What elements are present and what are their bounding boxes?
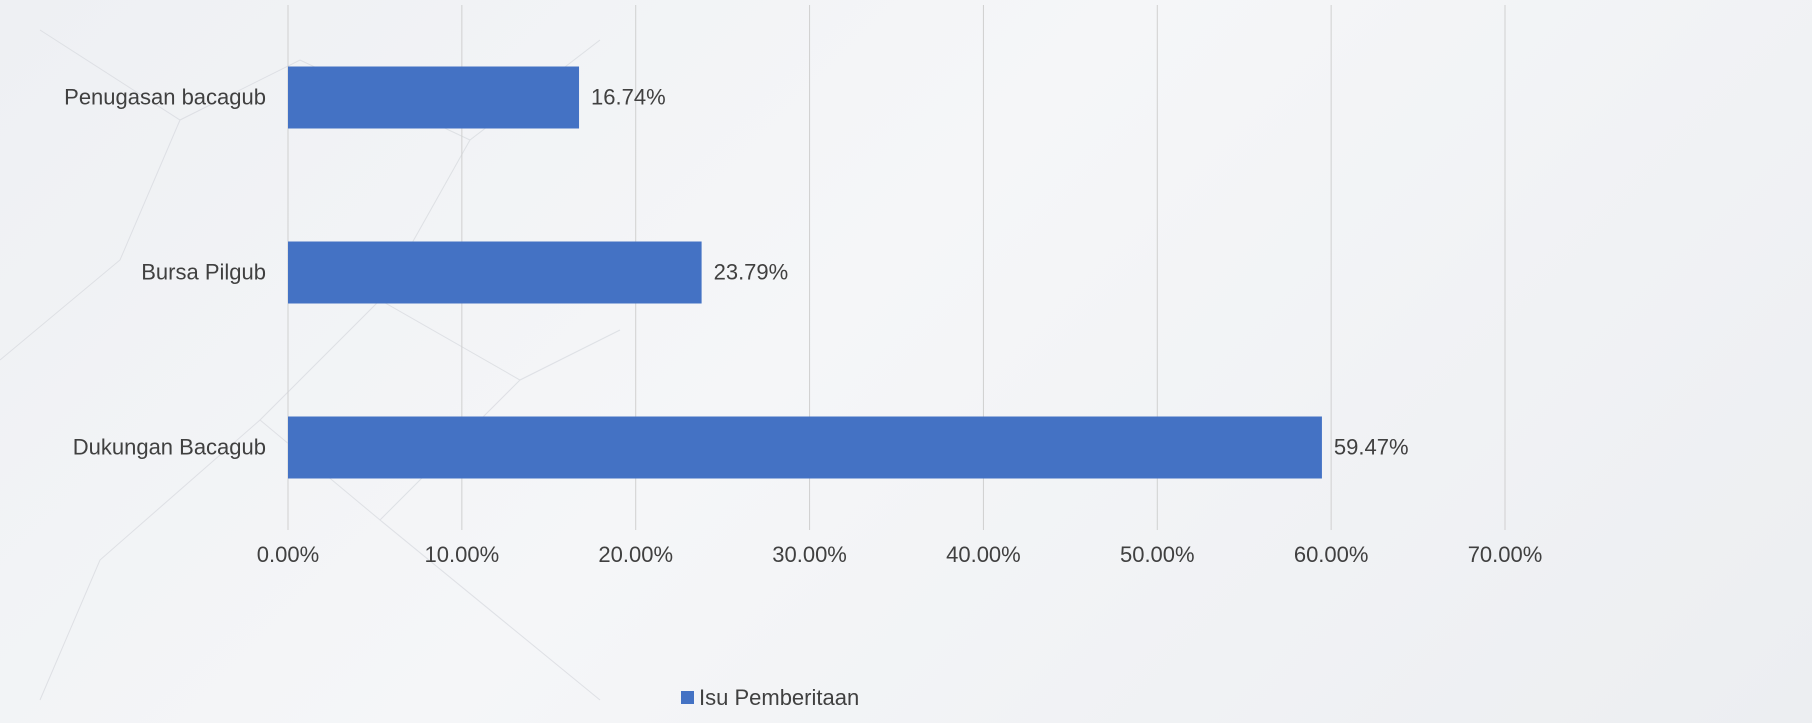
x-tick-label: 30.00% xyxy=(772,542,847,567)
legend-label: Isu Pemberitaan xyxy=(699,685,859,710)
x-tick-label: 60.00% xyxy=(1294,542,1369,567)
bar xyxy=(288,66,580,129)
legend-swatch xyxy=(681,691,694,704)
data-label: 16.74% xyxy=(591,84,666,109)
bar xyxy=(288,241,702,304)
x-tick-label: 20.00% xyxy=(598,542,673,567)
y-tick-label: Dukungan Bacagub xyxy=(73,434,266,459)
x-tick-label: 10.00% xyxy=(425,542,500,567)
data-label: 23.79% xyxy=(714,259,789,284)
y-tick-label: Penugasan bacagub xyxy=(64,84,266,109)
x-tick-label: 40.00% xyxy=(946,542,1021,567)
y-tick-label: Bursa Pilgub xyxy=(141,259,266,284)
bar xyxy=(288,416,1322,479)
x-tick-label: 70.00% xyxy=(1468,542,1543,567)
network-lines xyxy=(0,29,621,701)
background-network xyxy=(0,29,621,701)
x-tick-label: 50.00% xyxy=(1120,542,1195,567)
data-label: 59.47% xyxy=(1334,434,1409,459)
x-tick-label: 0.00% xyxy=(257,542,319,567)
